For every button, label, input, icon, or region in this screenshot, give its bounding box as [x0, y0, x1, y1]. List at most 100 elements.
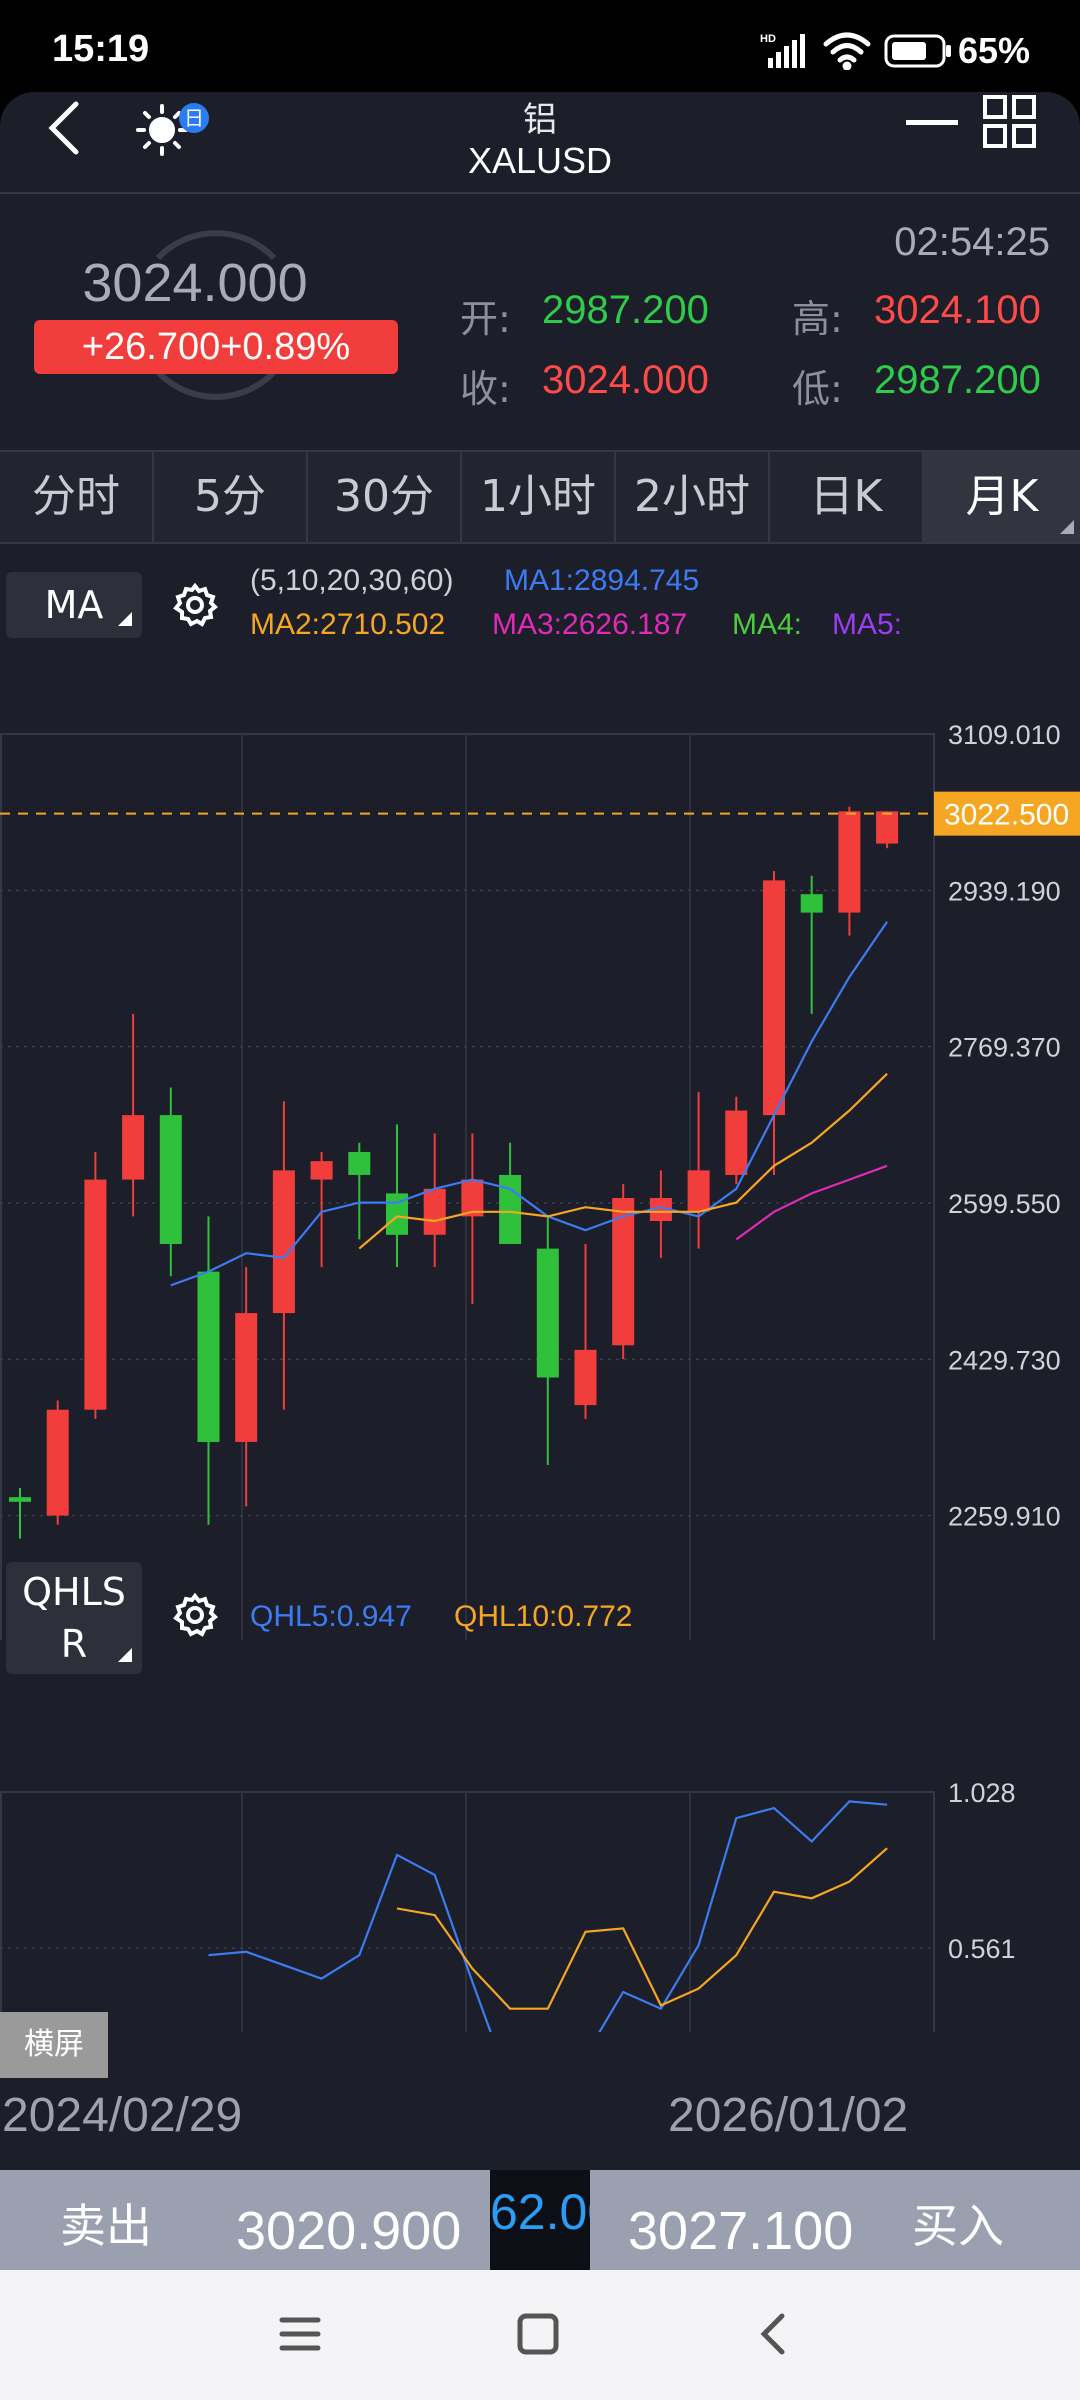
- battery-icon: [884, 34, 952, 68]
- back-nav-button[interactable]: [750, 2310, 798, 2358]
- signal-icon: HD: [760, 30, 816, 70]
- candle-body: [84, 1179, 107, 1410]
- price-axis-label: 2259.910: [948, 1502, 1061, 1532]
- tabs-top-line: [0, 450, 1080, 452]
- sub-axis-label: 0.561: [948, 1934, 1016, 1964]
- sub-indicator-label: QHLSR: [22, 1570, 126, 1666]
- ma1-line: [170, 921, 889, 1287]
- app-container: 日 铝 XALUSD 3024.000 +26.700+0.89% 02:54:…: [0, 92, 1080, 2270]
- gear-icon: [173, 582, 218, 627]
- candle-body: [763, 880, 785, 1116]
- candle-body: [536, 1248, 559, 1378]
- tab-monthly-label: 月K: [965, 471, 1039, 522]
- candle-body: [725, 1110, 748, 1175]
- price-axis-label: 3109.010: [948, 720, 1061, 750]
- sun-icon: [136, 104, 188, 156]
- status-time: 15:19: [52, 28, 150, 70]
- end-date: 2026/01/02: [668, 2089, 909, 2142]
- close-value: 3024.000: [542, 358, 709, 402]
- qhl10-line: [396, 1847, 888, 2010]
- wifi-icon: [822, 30, 872, 71]
- sell-price[interactable]: 3020.900: [236, 2201, 462, 2261]
- landscape-button[interactable]: 横屏: [0, 2012, 108, 2078]
- price-axis-label: 2599.550: [948, 1189, 1061, 1219]
- minus-button[interactable]: [906, 112, 960, 142]
- open-label: 开:: [460, 297, 511, 341]
- ma2-line: [358, 1072, 888, 1250]
- sell-button[interactable]: 卖出: [60, 2199, 152, 2253]
- main-indicator-settings-button[interactable]: [172, 582, 218, 628]
- tabs-bottom-line: [0, 542, 1080, 544]
- grid-menu-button[interactable]: [982, 94, 1038, 150]
- tab-5min[interactable]: 5分: [154, 452, 308, 542]
- header-divider: [0, 192, 1080, 194]
- ma2-legend: MA2:2710.502: [250, 608, 446, 641]
- buy-price[interactable]: 3027.100: [628, 2201, 854, 2261]
- gear-icon: [173, 1592, 218, 1637]
- candle-body: [310, 1161, 333, 1180]
- qhl5-line: [208, 1800, 888, 2032]
- tab-monthly[interactable]: 月K: [924, 452, 1080, 542]
- candle-body: [159, 1115, 182, 1245]
- candle-body: [876, 811, 899, 844]
- sub-axis-label: 1.028: [948, 1778, 1016, 1808]
- svg-text:HD: HD: [760, 33, 776, 45]
- minus-icon: [906, 120, 958, 125]
- candlestick-chart[interactable]: 3109.010 2939.190 2769.370 2599.550 2429.730…: [0, 640, 1080, 1640]
- candle-body: [9, 1497, 31, 1502]
- candle-body: [272, 1170, 295, 1314]
- ma-params: (5,10,20,30,60): [250, 564, 454, 597]
- instrument-name: 铝: [523, 100, 557, 140]
- buy-button[interactable]: 买入: [912, 2199, 1004, 2253]
- candle-body: [461, 1179, 484, 1217]
- square-icon: [517, 2313, 559, 2355]
- trade-bar: 卖出 3020.900 62.00 3027.100 买入: [0, 2170, 1080, 2270]
- last-price: 3024.000: [82, 253, 308, 313]
- home-nav-button[interactable]: [514, 2310, 562, 2358]
- current-price-tag: [934, 791, 1080, 836]
- candle-body: [197, 1271, 220, 1442]
- sub-indicator-select[interactable]: QHLSR: [6, 1562, 142, 1674]
- price-ring: [136, 220, 296, 410]
- sub-chart-frame: [0, 1791, 935, 2032]
- theme-toggle-button[interactable]: 日: [136, 98, 216, 158]
- dropdown-corner-icon: [1060, 520, 1074, 534]
- high-label: 高:: [792, 297, 843, 341]
- candle-body: [838, 811, 861, 913]
- low-label: 低:: [792, 367, 843, 411]
- tab-daily[interactable]: 日K: [770, 452, 924, 542]
- qhl5-legend: QHL5:0.947: [250, 1600, 412, 1633]
- tab-30min[interactable]: 30分: [308, 452, 462, 542]
- ma1-legend: MA1:2894.745: [504, 564, 700, 597]
- change-percent: +0.89%: [220, 326, 351, 368]
- low-value: 2987.200: [874, 358, 1041, 402]
- change-value: +26.700: [81, 326, 221, 368]
- price-axis-label: 2939.190: [948, 876, 1061, 906]
- back-triangle-icon: [760, 2313, 785, 2355]
- tab-1hour[interactable]: 1小时: [462, 452, 616, 542]
- status-bar: 15:19 HD 65%: [0, 0, 1080, 92]
- ma4-legend: MA4:: [732, 608, 803, 641]
- candle-body: [386, 1193, 408, 1235]
- price-axis-label: 2769.370: [948, 1033, 1061, 1063]
- candle-body: [574, 1349, 597, 1406]
- back-arrow-icon: [48, 101, 79, 155]
- menu-nav-button[interactable]: [276, 2310, 324, 2358]
- tab-time-share[interactable]: 分时: [0, 452, 154, 542]
- back-button[interactable]: [40, 98, 90, 158]
- main-indicator-label: MA: [44, 583, 104, 627]
- ma3-legend: MA3:2626.187: [492, 608, 688, 641]
- sub-indicator-settings-button[interactable]: [172, 1592, 218, 1638]
- ma5-legend: MA5:: [832, 608, 903, 641]
- tab-2hour[interactable]: 2小时: [616, 452, 770, 542]
- spread-value: 62.00: [490, 2170, 590, 2270]
- grid-icon: [983, 95, 1036, 148]
- day-badge: 日: [184, 106, 204, 130]
- candle-body: [46, 1409, 69, 1516]
- change-badge: +26.700+0.89%: [34, 320, 398, 374]
- main-indicator-select[interactable]: MA: [6, 572, 142, 638]
- instrument-symbol: XALUSD: [467, 140, 613, 181]
- candle-body: [122, 1115, 145, 1180]
- candle-body: [499, 1174, 522, 1245]
